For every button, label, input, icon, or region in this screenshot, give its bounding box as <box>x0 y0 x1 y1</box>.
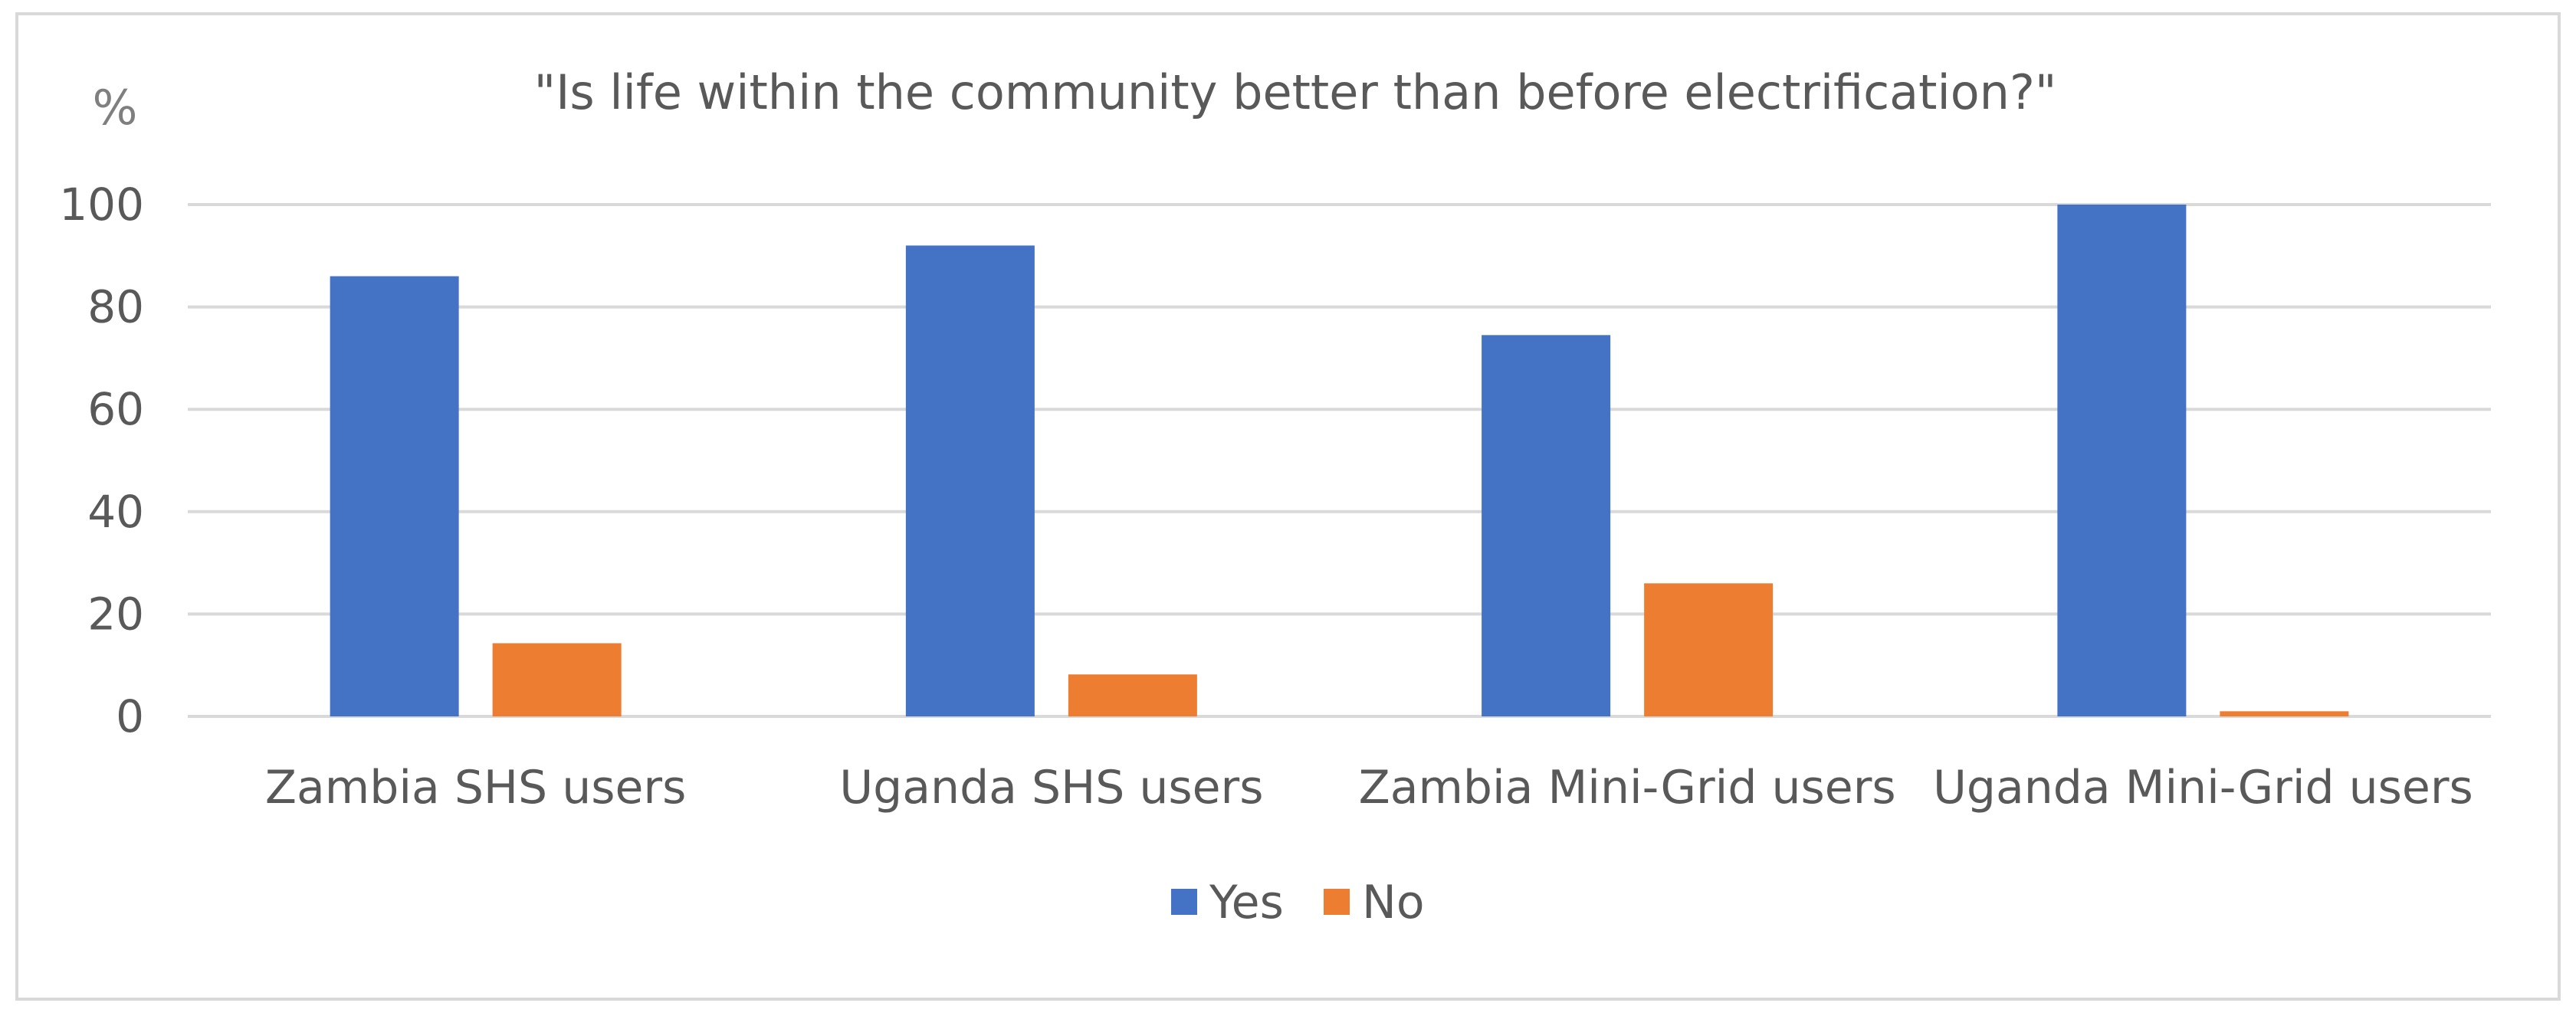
x-tick-label: Zambia Mini-Grid users <box>1359 761 1896 814</box>
bar-yes-1 <box>905 245 1035 716</box>
bar-yes-2 <box>1482 335 1611 716</box>
y-tick-label: 0 <box>116 690 144 742</box>
legend-swatch-yes <box>1171 889 1197 915</box>
x-axis-labels: Zambia SHS users Uganda SHS users Zambia M… <box>265 761 2473 814</box>
x-tick-label: Uganda Mini-Grid users <box>1933 761 2473 814</box>
y-tick-label: 60 <box>87 383 144 435</box>
y-axis-label: % <box>93 80 138 136</box>
y-tick-label: 100 <box>59 179 144 231</box>
bar-no-0 <box>492 643 622 716</box>
bar-no-2 <box>1644 583 1774 716</box>
legend-swatch-no <box>1324 889 1350 915</box>
legend-label-no: No <box>1362 876 1425 929</box>
bar-yes-3 <box>2057 205 2187 716</box>
bar-no-1 <box>1068 674 1197 716</box>
y-axis-ticks: 0 20 40 60 80 100 <box>59 179 144 742</box>
y-tick-label: 40 <box>87 486 144 538</box>
bar-no-3 <box>2220 711 2349 716</box>
x-tick-label: Uganda SHS users <box>839 761 1263 814</box>
bar-yes-0 <box>330 276 459 716</box>
legend-label-yes: Yes <box>1209 876 1284 929</box>
legend: Yes No <box>1171 876 1425 929</box>
chart-title: "Is life within the community better tha… <box>534 64 2057 120</box>
bars <box>330 205 2349 716</box>
y-tick-label: 20 <box>87 588 144 640</box>
y-tick-label: 80 <box>87 281 144 333</box>
x-tick-label: Zambia SHS users <box>265 761 686 814</box>
